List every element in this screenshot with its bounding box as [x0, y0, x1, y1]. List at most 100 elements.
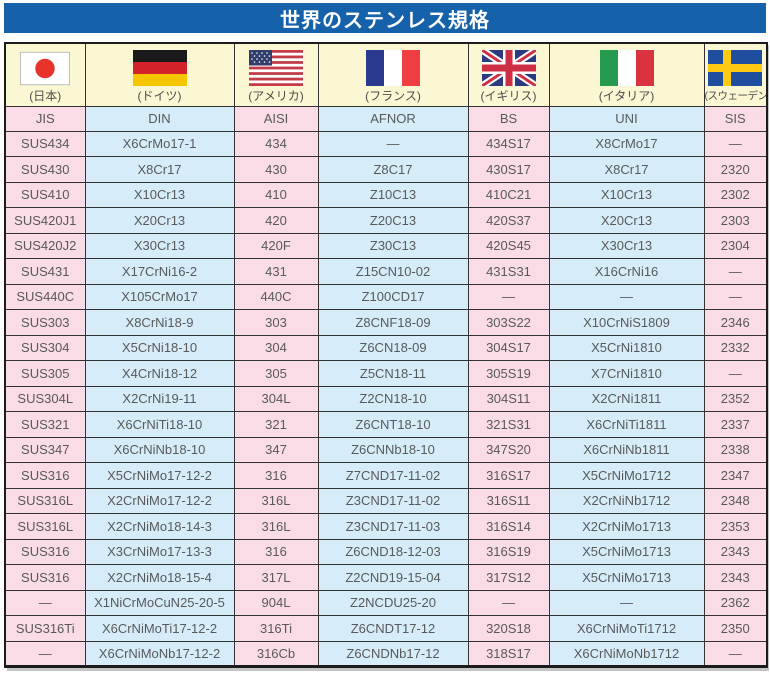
- cell-uni: X2CrNi1811: [548, 385, 705, 412]
- cell-jis: SUS304: [4, 334, 86, 361]
- cell-afnor: Z100CD17: [317, 283, 469, 310]
- country-header-usa: (アメリカ): [233, 42, 319, 107]
- cell-aisi: 904L: [233, 589, 319, 616]
- cell-bs: 321S31: [467, 411, 550, 438]
- cell-bs: 316S19: [467, 538, 550, 565]
- cell-bs: 316S14: [467, 513, 550, 540]
- cell-din: X6CrNiNb18-10: [84, 436, 235, 463]
- cell-sis: 2353: [703, 513, 768, 540]
- country-label-italy: (イタリア): [598, 89, 655, 104]
- standard-code-sis: SIS: [703, 105, 768, 132]
- cell-sis: 2350: [703, 615, 768, 642]
- country-label-germany: (ドイツ): [137, 89, 182, 104]
- standards-table: (日本) (ドイツ): [4, 42, 768, 668]
- cell-aisi: 316: [233, 538, 319, 565]
- cell-jis: SUS347: [4, 436, 86, 463]
- standard-code-aisi: AISI: [233, 105, 319, 132]
- cell-jis: SUS316L: [4, 513, 86, 540]
- cell-din: X105CrMo17: [84, 283, 235, 310]
- cell-din: X5CrNi18-10: [84, 334, 235, 361]
- cell-jis: SUS316: [4, 538, 86, 565]
- cell-sis: —: [703, 258, 768, 285]
- table-row: SUS430 X8Cr17 430 Z8C17 430S17 X8Cr17 2320: [4, 156, 768, 183]
- cell-aisi: 410: [233, 181, 319, 208]
- cell-bs: 303S22: [467, 309, 550, 336]
- cell-sis: 2303: [703, 207, 768, 234]
- cell-afnor: Z6CNDNb17-12: [317, 640, 469, 667]
- cell-aisi: 304: [233, 334, 319, 361]
- cell-bs: 316S11: [467, 487, 550, 514]
- cell-din: X2CrNiMo18-15-4: [84, 564, 235, 591]
- cell-uni: X16CrNi16: [548, 258, 705, 285]
- table-row: SUS316 X2CrNiMo18-15-4 317L Z2CND19-15-04 31…: [4, 564, 768, 591]
- cell-sis: 2348: [703, 487, 768, 514]
- cell-sis: 2347: [703, 462, 768, 489]
- cell-sis: 2302: [703, 181, 768, 208]
- cell-din: X6CrNiMoTi17-12-2: [84, 615, 235, 642]
- cell-aisi: 420F: [233, 232, 319, 259]
- cell-sis: 2320: [703, 156, 768, 183]
- cell-din: X2CrNiMo17-12-2: [84, 487, 235, 514]
- cell-afnor: Z3CND17-11-02: [317, 487, 469, 514]
- cell-aisi: 431: [233, 258, 319, 285]
- cell-jis: SUS304L: [4, 385, 86, 412]
- uk-flag-icon: [481, 50, 536, 87]
- standard-code-bs: BS: [467, 105, 550, 132]
- standards-table-body: SUS434 X6CrMo17-1 434—434S17 X8CrMo17— SUS43…: [4, 130, 768, 667]
- cell-uni: X5CrNi1810: [548, 334, 705, 361]
- cell-uni: X5CrNiMo1713: [548, 564, 705, 591]
- cell-aisi: 321: [233, 411, 319, 438]
- cell-sis: —: [703, 640, 768, 667]
- cell-din: X6CrNiTi18-10: [84, 411, 235, 438]
- country-header-france: (フランス): [317, 42, 469, 107]
- cell-jis: SUS420J1: [4, 207, 86, 234]
- cell-aisi: 347: [233, 436, 319, 463]
- cell-din: X3CrNiMo17-13-3: [84, 538, 235, 565]
- cell-din: X5CrNiMo17-12-2: [84, 462, 235, 489]
- cell-aisi: 305: [233, 360, 319, 387]
- cell-aisi: 316Ti: [233, 615, 319, 642]
- cell-din: X4CrNi18-12: [84, 360, 235, 387]
- standard-code-afnor: AFNOR: [317, 105, 469, 132]
- standards-comparison-table: (日本) (ドイツ): [4, 42, 768, 668]
- table-row: SUS316 X5CrNiMo17-12-2 316 Z7CND17-11-02 316…: [4, 462, 768, 489]
- cell-afnor: Z2NCDU25-20: [317, 589, 469, 616]
- cell-uni: X10CrNiS1809: [548, 309, 705, 336]
- table-row: SUS305 X4CrNi18-12 305 Z5CN18-11 305S19 X7CrN…: [4, 360, 768, 387]
- germany-flag-icon: [132, 50, 187, 87]
- cell-jis: SUS430: [4, 156, 86, 183]
- cell-afnor: Z2CN18-10: [317, 385, 469, 412]
- page-title: 世界のステンレス規格: [4, 3, 766, 33]
- standard-code-row: JIS DIN AISI AFNOR BS UNI SIS: [4, 105, 768, 132]
- cell-sis: 2338: [703, 436, 768, 463]
- cell-jis: SUS316L: [4, 487, 86, 514]
- cell-bs: —: [467, 589, 550, 616]
- cell-aisi: 434: [233, 130, 319, 157]
- cell-aisi: 316Cb: [233, 640, 319, 667]
- cell-aisi: 303: [233, 309, 319, 336]
- cell-bs: —: [467, 283, 550, 310]
- country-header-japan: (日本): [4, 42, 86, 107]
- cell-bs: 317S12: [467, 564, 550, 591]
- cell-bs: 316S17: [467, 462, 550, 489]
- cell-sis: —: [703, 130, 768, 157]
- table-row: SUS316Ti X6CrNiMoTi17-12-2 316Ti Z6CNDT17-1…: [4, 615, 768, 642]
- cell-afnor: Z6CND18-12-03: [317, 538, 469, 565]
- cell-sis: —: [703, 283, 768, 310]
- table-row: SUS316L X2CrNiMo18-14-3 316L Z3CND17-11-03 3…: [4, 513, 768, 540]
- cell-uni: X20Cr13: [548, 207, 705, 234]
- cell-afnor: Z3CND17-11-03: [317, 513, 469, 540]
- cell-sis: 2362: [703, 589, 768, 616]
- table-row: SUS420J1 X20Cr13 420 Z20C13 420S37 X20Cr13 230…: [4, 207, 768, 234]
- cell-jis: SUS305: [4, 360, 86, 387]
- cell-din: X8CrNi18-9: [84, 309, 235, 336]
- cell-jis: SUS316Ti: [4, 615, 86, 642]
- cell-din: X2CrNiMo18-14-3: [84, 513, 235, 540]
- cell-afnor: Z15CN10-02: [317, 258, 469, 285]
- cell-sis: 2332: [703, 334, 768, 361]
- cell-bs: 304S17: [467, 334, 550, 361]
- cell-din: X2CrNi19-11: [84, 385, 235, 412]
- table-row: SUS420J2 X30Cr13 420F Z30C13 420S45 X30Cr13 23…: [4, 232, 768, 259]
- cell-jis: SUS303: [4, 309, 86, 336]
- cell-uni: X2CrNiMo1713: [548, 513, 705, 540]
